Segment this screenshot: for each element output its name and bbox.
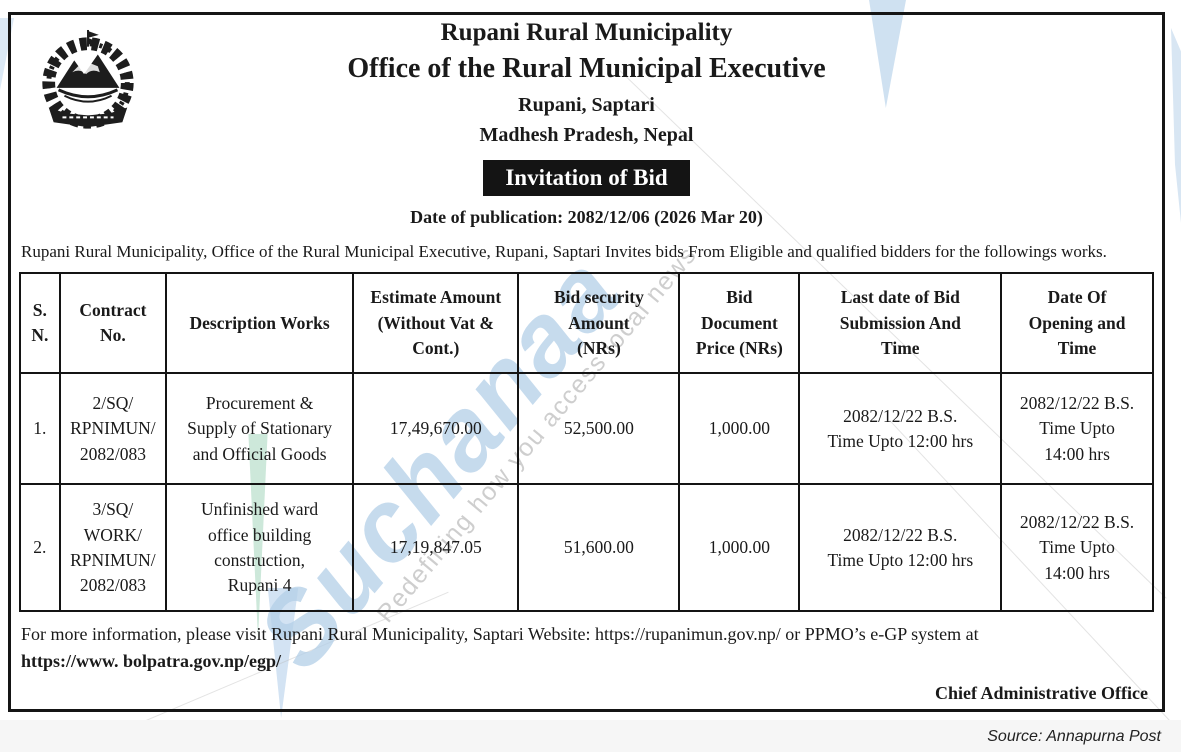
cell-estimate-amount: 17,19,847.05 [352,483,520,613]
more-info-paragraph: For more information, please visit Rupan… [21,621,1152,675]
cell-doc-price: 1,000.00 [678,372,801,486]
cell-contract-no: 3/SQ/ WORK/ RPNIMUN/ 2082/083 [58,483,168,613]
cell-opening: 2082/12/22 B.S. Time Upto 14:00 hrs [1000,372,1154,486]
cell-last-submission: 2082/12/22 B.S. Time Upto 12:00 hrs [798,372,1003,486]
bid-notice: Rupani Rural Municipality Office of the … [8,12,1165,712]
nepal-emblem-icon [42,29,134,129]
cell-contract-no: 2/SQ/ RPNIMUN/ 2082/083 [58,372,168,486]
cell-description: Unfinished ward office building construc… [165,483,355,613]
municipality-logo [27,29,149,137]
source-attribution: Source: Annapurna Post [987,728,1161,745]
source-strip: Source: Annapurna Post [0,720,1181,752]
header-contract-no: Contract No. [58,272,168,375]
notice-header: Rupani Rural Municipality Office of the … [11,15,1162,228]
cell-estimate-amount: 17,49,670.00 [352,372,520,486]
info-prefix: For more information, please visit Rupan… [21,624,595,645]
notice-title-badge: Invitation of Bid [483,159,690,196]
header-last-submission: Last date of Bid Submission And Time [798,272,1003,375]
header-estimate-amount: Estimate Amount (Without Vat & Cont.) [352,272,520,375]
header-sn: S. N. [19,272,61,375]
cell-bid-security: 51,600.00 [517,483,681,613]
header-opening: Date Of Opening and Time [1000,272,1154,375]
organization-name: Rupani Rural Municipality [440,19,733,46]
cell-last-submission: 2082/12/22 B.S. Time Upto 12:00 hrs [798,483,1003,613]
cell-sn: 1. [19,372,61,486]
table-row: 2. 3/SQ/ WORK/ RPNIMUN/ 2082/083 Unfinis… [19,483,1154,613]
info-middle: or PPMO’s e-GP system at [780,624,979,645]
header-bid-security: Bid security Amount (NRs) [517,272,681,375]
table-header-row: S. N. Contract No. Description Works Est… [19,272,1154,375]
cell-bid-security: 52,500.00 [517,372,681,486]
egp-url: https://www. bolpatra.gov.np/egp/ [21,651,282,672]
publication-date: Date of publication: 2082/12/06 (2026 Ma… [410,206,763,227]
cell-description: Procurement & Supply of Stationary and O… [165,372,355,486]
watermark-blue-sliver-right [1171,28,1181,223]
intro-paragraph: Rupani Rural Municipality, Office of the… [21,241,1107,261]
website-url: https://rupanimun.gov.np/ [594,624,781,645]
header-description: Description Works [165,272,355,375]
bid-table: S. N. Contract No. Description Works Est… [19,272,1154,613]
office-name: Office of the Rural Municipal Executive [347,52,826,84]
location-line-1: Rupani, Saptari [518,93,655,116]
cell-sn: 2. [19,483,61,613]
location-line-2: Madhesh Pradesh, Nepal [479,123,694,146]
cell-opening: 2082/12/22 B.S. Time Upto 14:00 hrs [1000,483,1154,613]
table-row: 1. 2/SQ/ RPNIMUN/ 2082/083 Procurement &… [19,372,1154,486]
signoff: Chief Administrative Office [935,683,1148,704]
header-doc-price: Bid Document Price (NRs) [678,272,801,375]
cell-doc-price: 1,000.00 [678,483,801,613]
